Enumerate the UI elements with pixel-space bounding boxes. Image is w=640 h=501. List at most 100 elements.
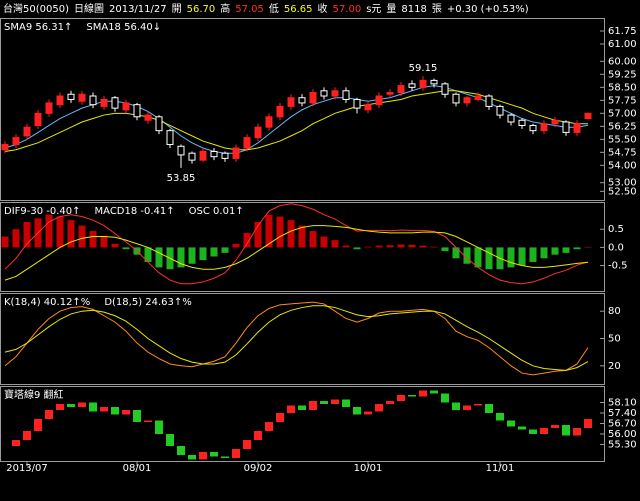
x-tick-label: 08/01	[123, 463, 152, 474]
candle-body	[375, 95, 383, 106]
osc-bar	[584, 247, 592, 248]
high-annotation: 59.15	[409, 63, 438, 74]
osc-bar	[320, 236, 328, 248]
candle-body	[540, 123, 548, 132]
osc-bar	[551, 247, 559, 255]
candle-body	[254, 126, 262, 139]
tower-block	[397, 395, 405, 401]
candle-body	[408, 83, 416, 88]
osc-bar	[386, 245, 394, 248]
tower-block	[265, 422, 273, 431]
candle-body	[56, 95, 64, 106]
y-tick-label: 60.00	[608, 56, 637, 67]
candle-body	[386, 92, 394, 95]
tower-block	[540, 428, 548, 434]
tower-block	[276, 413, 284, 422]
osc-bar	[474, 247, 482, 268]
tower-block	[45, 410, 53, 419]
y-tick-label: 55.50	[608, 134, 637, 145]
tower-block	[254, 431, 262, 440]
candle-body	[45, 102, 53, 114]
tower-block	[452, 402, 460, 410]
y-tick-label: 56.00	[608, 429, 637, 440]
osc-bar	[331, 240, 339, 248]
candle-body	[1, 144, 9, 151]
osc-bar	[441, 247, 449, 252]
y-tick-label: 80	[608, 306, 621, 317]
indicator-line	[4, 203, 589, 285]
candle-body	[309, 92, 317, 104]
tower-block	[243, 440, 251, 449]
tower-block	[78, 402, 86, 407]
y-tick-label: 20	[608, 361, 621, 372]
tower-block	[496, 413, 504, 421]
candle-body	[122, 102, 130, 111]
osc-bar	[177, 247, 185, 268]
osc-bar	[199, 247, 207, 261]
tower-block	[364, 411, 372, 415]
header-item: 56.70	[187, 4, 216, 15]
candle-body	[320, 90, 328, 97]
osc-bar	[210, 247, 218, 257]
y-tick-label: -0.5	[608, 261, 628, 272]
osc-bar	[254, 221, 262, 248]
legend-entry: DIF9-30 -0.40↑	[4, 206, 81, 217]
osc-bar	[243, 232, 251, 248]
candle-body	[496, 105, 504, 116]
osc-bar	[342, 245, 350, 248]
osc-bar	[408, 244, 416, 248]
osc-bar	[375, 245, 383, 248]
candle-body	[155, 116, 163, 132]
candle-body	[485, 95, 493, 107]
osc-bar	[67, 220, 75, 248]
candle-body	[364, 104, 372, 111]
osc-bar	[12, 229, 20, 248]
tower-block	[12, 440, 20, 446]
tower-block	[232, 449, 240, 458]
header: 台灣50(0050) 日線圖 2013/11/27 開 56.70 高 57.05 低 56.6…	[3, 2, 529, 15]
candle-body	[419, 79, 427, 88]
candle-body	[353, 98, 361, 109]
y-tick-label: 57.75	[608, 95, 637, 106]
tower-block	[408, 395, 416, 397]
header-item: 56.65	[284, 4, 313, 15]
header-item: 低	[269, 2, 279, 15]
tower-block	[122, 410, 130, 415]
header-item: 日線圖	[74, 2, 104, 15]
candle-body	[298, 97, 306, 104]
candle-body	[67, 93, 75, 100]
tower-block	[320, 401, 328, 404]
y-tick-label: 0.5	[608, 224, 624, 235]
y-tick-label: 54.75	[608, 147, 637, 158]
osc-bar	[353, 247, 361, 250]
candle-body	[265, 116, 273, 128]
candle-body	[529, 124, 537, 132]
tower-block	[188, 455, 196, 460]
candle-body	[144, 114, 152, 121]
candle-body	[188, 152, 196, 161]
header-item: 57.05	[235, 4, 264, 15]
tower-block	[584, 419, 592, 428]
candle-body	[507, 114, 515, 123]
candle-body	[342, 90, 350, 100]
y-tick-label: 53.00	[608, 178, 637, 189]
legend-entry: SMA18 56.40↓	[86, 22, 161, 33]
header-item: 8118	[401, 4, 426, 15]
tower-block	[287, 405, 295, 413]
y-tick-label: 59.25	[608, 69, 637, 80]
candle-body	[452, 93, 460, 104]
y-tick-label: 54.00	[608, 160, 637, 171]
tower-block	[111, 407, 119, 415]
header-item: +0.30 (+0.53%)	[447, 4, 529, 15]
tower-block	[551, 425, 559, 428]
tower-block	[89, 402, 97, 412]
osc-bar	[364, 246, 372, 248]
tower-block	[210, 452, 218, 457]
osc-bar	[122, 247, 130, 250]
tower-block	[100, 407, 108, 412]
tower-block	[133, 410, 141, 422]
osc-bar	[452, 247, 460, 259]
tower-block	[166, 434, 174, 446]
header-item: 量	[386, 3, 396, 15]
osc-bar	[78, 225, 86, 248]
